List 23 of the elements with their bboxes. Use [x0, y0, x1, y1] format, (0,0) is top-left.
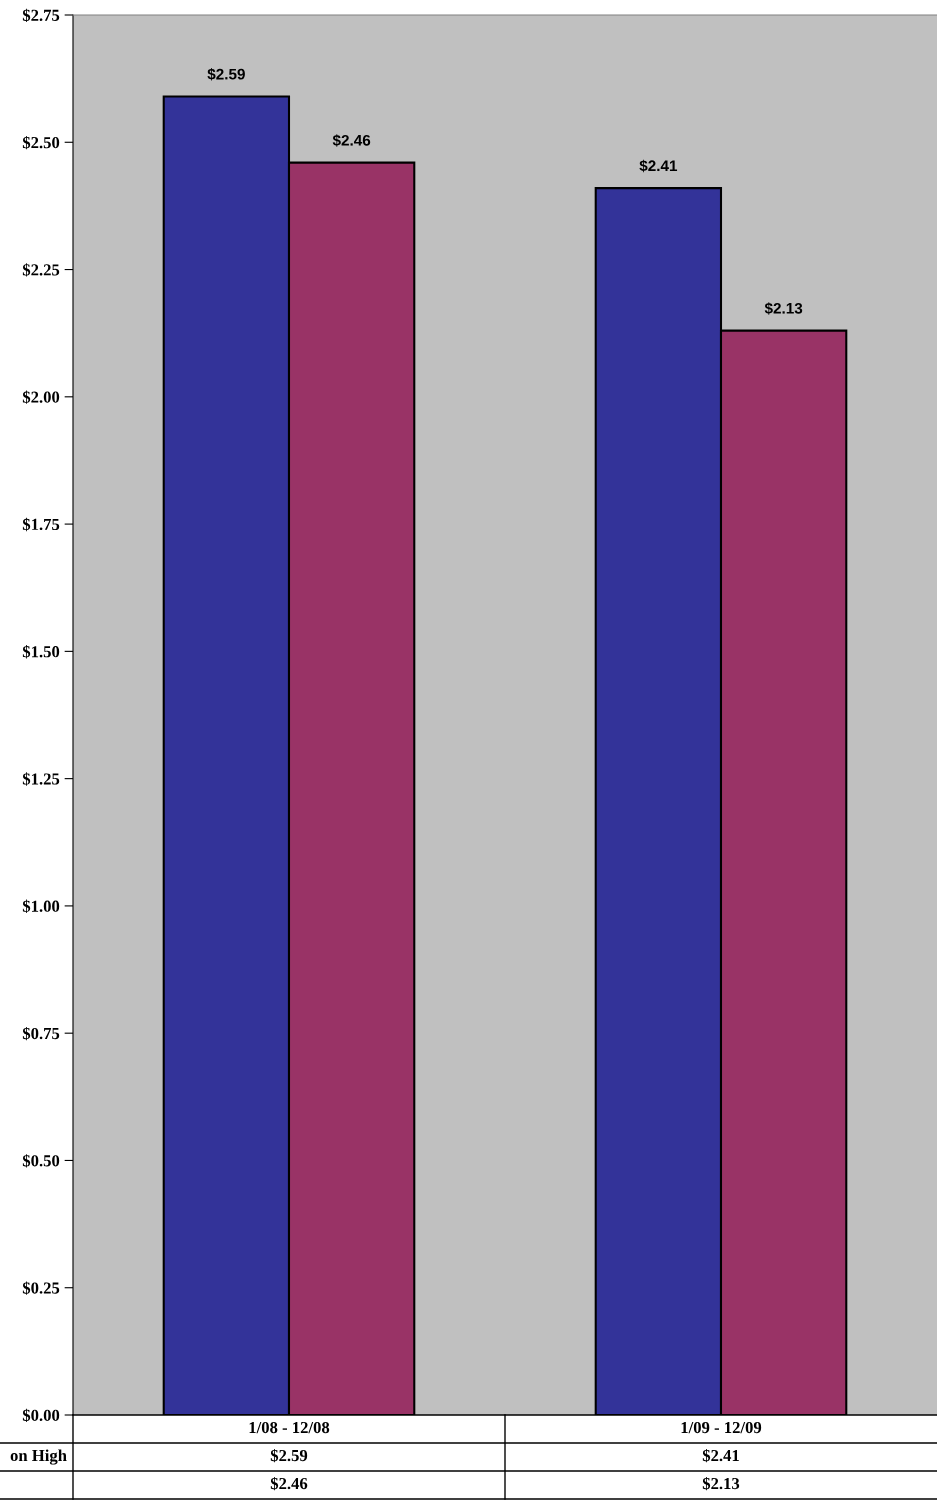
y-tick-label: $0.75: [22, 1026, 60, 1041]
y-tick-label: $1.75: [22, 517, 60, 532]
y-tick-label: $1.00: [22, 899, 60, 913]
y-tick-label: $0.00: [22, 1408, 60, 1423]
y-tick-label: $2.00: [22, 390, 60, 404]
x-tick-label: 1/08 - 12/08: [249, 1421, 330, 1434]
y-tick-label: $0.25: [22, 1281, 60, 1295]
text: $2.13: [764, 302, 803, 315]
data-label: $2.46: [270, 1476, 308, 1491]
text: $2.59: [207, 68, 245, 81]
y-tick-label: $2.75: [22, 8, 60, 23]
data-label: $2.59: [270, 1448, 308, 1463]
y-tick-label: $1.50: [22, 645, 60, 659]
y-tick-label: $0.50: [22, 1154, 60, 1168]
y-tick-label: $2.25: [22, 263, 60, 277]
x-tick-label: 1/09 - 12/09: [681, 1421, 762, 1434]
data-label: $2.41: [702, 1448, 739, 1463]
text: $2.41: [639, 159, 678, 173]
y-tick-label: $2.50: [22, 135, 60, 150]
data-label: $2.13: [702, 1476, 740, 1491]
text: on High: [10, 1449, 67, 1465]
text: $2.46: [332, 134, 371, 147]
y-tick-label: $1.25: [22, 772, 60, 786]
